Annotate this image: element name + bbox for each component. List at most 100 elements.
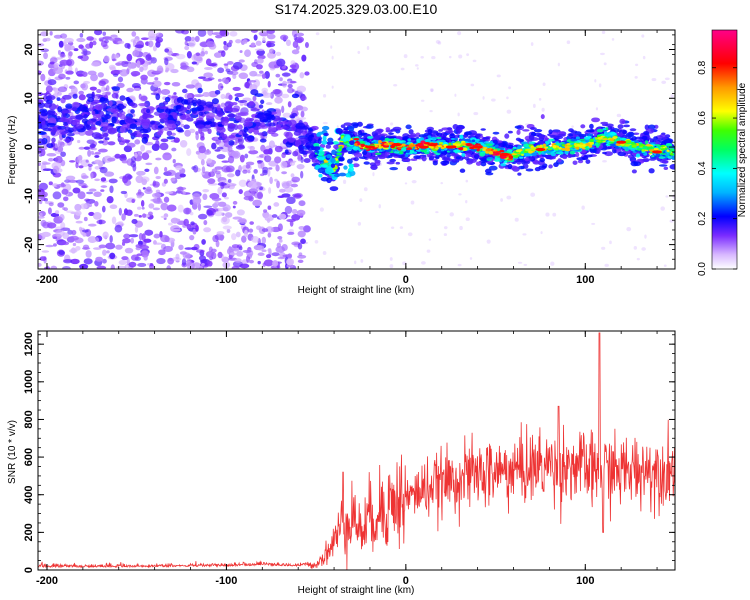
spectrogram-cell xyxy=(601,138,609,141)
spectrogram-cell xyxy=(296,32,305,37)
spectrogram-cell xyxy=(142,133,149,139)
spectrogram-cell xyxy=(513,154,519,158)
spectrogram-cell xyxy=(200,51,205,57)
spectrogram-cell xyxy=(329,186,339,192)
spectrogram-cell xyxy=(211,142,217,150)
spectrogram-cell xyxy=(287,87,294,94)
spectrogram-cell xyxy=(55,155,63,164)
spectrogram-cell xyxy=(59,214,65,221)
spectrogram-cell xyxy=(609,240,612,245)
spectrogram-cell xyxy=(548,147,554,150)
spectrogram-cell xyxy=(136,194,143,199)
spectrogram-cell xyxy=(297,254,307,259)
spectrogram-cell xyxy=(647,146,653,150)
spectrogram-cell xyxy=(106,250,110,254)
spectrogram-cell xyxy=(242,39,248,44)
spectrogram-cell xyxy=(64,138,71,144)
spectrogram-cell xyxy=(81,229,89,233)
spectrogram-cell xyxy=(609,143,617,147)
spectrogram-cell xyxy=(358,156,368,160)
spectrogram-cell xyxy=(53,243,57,247)
spectrogram-cell xyxy=(275,51,282,57)
spectrogram-cell xyxy=(631,135,637,142)
spectrogram-cell xyxy=(409,150,414,154)
spectrogram-cell xyxy=(562,155,568,160)
spectrogram-cell xyxy=(203,72,214,78)
spectrogram-cell xyxy=(216,231,225,236)
spectrogram-cell xyxy=(566,40,571,45)
spectrogram-cell xyxy=(635,153,641,158)
spectrogram-cell xyxy=(279,121,289,125)
spectrogram-cell xyxy=(186,66,195,73)
spectrogram-cell xyxy=(258,104,264,109)
spectrogram-cell xyxy=(353,152,363,158)
spectrogram-cell xyxy=(170,111,177,116)
spectrogram-cell xyxy=(472,145,483,149)
spectrogram-cell xyxy=(136,60,141,68)
spectrogram-cell xyxy=(184,45,190,51)
spectrogram-cell xyxy=(286,196,296,205)
spectrogram-cell xyxy=(108,38,116,41)
spectrogram-cell xyxy=(542,143,547,148)
spectrogram-cell xyxy=(223,116,230,123)
spectrogram-cell xyxy=(153,200,164,204)
spectrogram-cell xyxy=(102,126,108,132)
spectrogram-cell xyxy=(435,211,439,214)
spectrogram-cell xyxy=(155,37,164,43)
spectrogram-cell xyxy=(40,48,49,53)
spectrogram-cell xyxy=(141,136,148,144)
spectrogram-cell xyxy=(175,165,183,171)
spectrogram-cell xyxy=(572,160,578,165)
spectrogram-cell xyxy=(156,130,163,136)
spectrogram-cell xyxy=(236,209,245,216)
spectrogram-cell xyxy=(312,146,321,151)
spectrogram-cell xyxy=(435,39,441,44)
spectrogram-cell xyxy=(414,64,419,67)
spectrogram-cell xyxy=(486,157,494,160)
spectrogram-cell xyxy=(655,153,661,157)
spectrogram-cell xyxy=(207,30,214,36)
spectrogram-cell xyxy=(68,160,76,163)
spectrogram-cell xyxy=(152,70,163,74)
spectrogram-cell xyxy=(276,58,286,67)
spectrogram-cell xyxy=(485,168,492,174)
spectrogram-cell xyxy=(42,168,53,172)
spectrogram-cell xyxy=(390,138,395,142)
spectrogram-cell xyxy=(315,32,320,36)
spectrogram-cell xyxy=(55,229,65,237)
spectrogram-cell xyxy=(64,44,72,52)
spectrogram-cell xyxy=(166,204,177,212)
spectrogram-cell xyxy=(459,225,463,231)
spectrogram-cell xyxy=(482,136,491,140)
spectrogram-cell xyxy=(282,112,292,118)
spectrogram-cell xyxy=(58,250,65,255)
spectrogram-cell xyxy=(281,244,288,252)
spectrogram-cell xyxy=(360,143,365,148)
spectrogram-cell xyxy=(165,69,169,73)
spectrogram-cell xyxy=(205,251,214,258)
spectrogram-cell xyxy=(615,143,622,146)
spectrogram-cell xyxy=(83,113,89,119)
spectrogram-cell xyxy=(94,178,100,182)
spectrogram-cell xyxy=(432,160,438,166)
spectrogram-cell xyxy=(170,68,179,74)
spectrogram-cell xyxy=(214,166,223,170)
spectrogram-cell xyxy=(300,95,307,101)
spectrogram-cell xyxy=(60,227,71,232)
spectrogram-cell xyxy=(222,225,232,230)
spectrogram-cell xyxy=(256,50,260,56)
spectrogram-cell xyxy=(609,131,617,136)
spectrogram-cell xyxy=(250,108,260,112)
spectrogram-cell xyxy=(253,168,258,174)
spectrogram-cell xyxy=(105,85,110,92)
spectrogram-cell xyxy=(87,97,95,103)
spectrogram-cell xyxy=(596,128,604,133)
spectrogram-cell xyxy=(357,130,363,135)
spectrogram-cell xyxy=(547,138,555,142)
spectrogram-cell xyxy=(170,228,181,232)
spectrogram-cell xyxy=(485,148,492,152)
spectrogram-cell xyxy=(338,172,347,177)
spectrogram-cell xyxy=(352,146,359,151)
spectrogram-cell xyxy=(140,144,145,152)
spectrogram-cell xyxy=(140,74,148,81)
